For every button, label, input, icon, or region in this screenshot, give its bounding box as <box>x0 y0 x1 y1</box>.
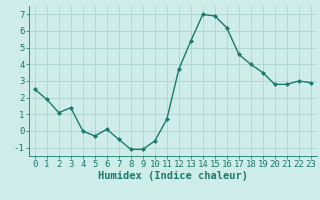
X-axis label: Humidex (Indice chaleur): Humidex (Indice chaleur) <box>98 171 248 181</box>
